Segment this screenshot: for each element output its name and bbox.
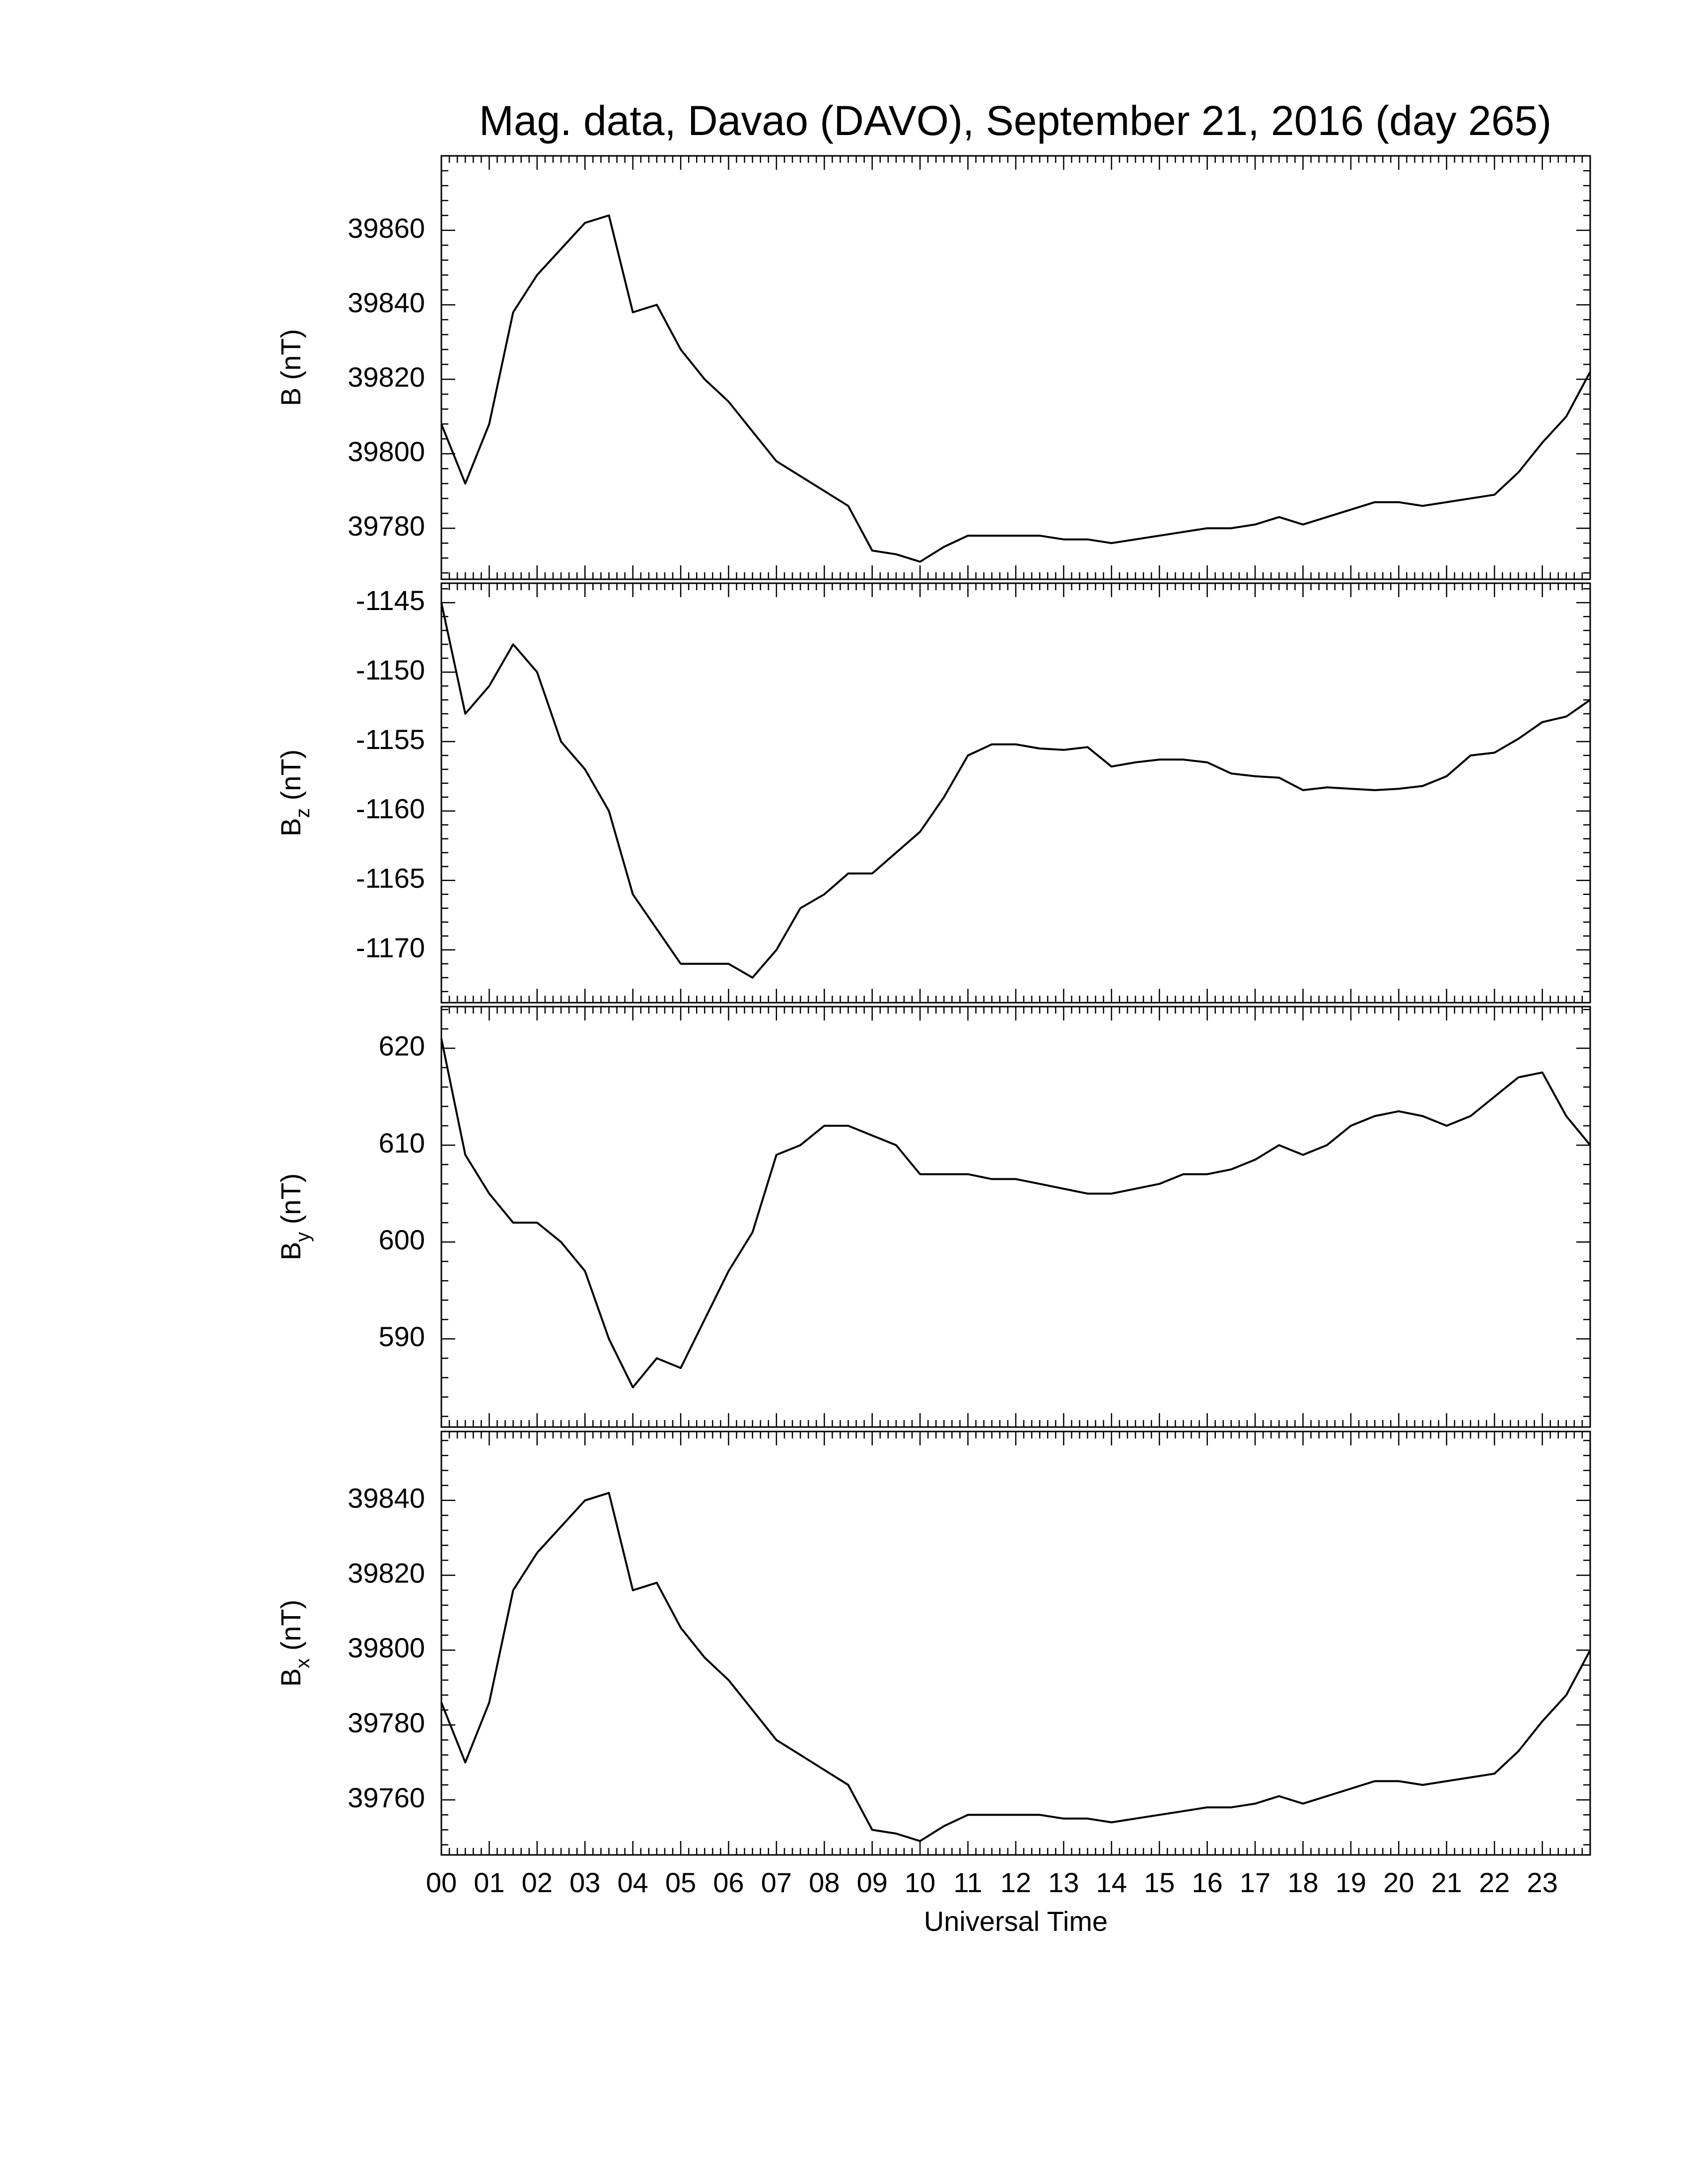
y-axis-label: By (nT) — [275, 1173, 314, 1261]
y-label-subscript: y — [292, 1232, 314, 1242]
x-tick-label: 21 — [1431, 1867, 1462, 1898]
x-tick-label: 13 — [1048, 1867, 1079, 1898]
chart-title: Mag. data, Davao (DAVO), September 21, 2… — [479, 97, 1551, 144]
x-tick-label: 09 — [857, 1867, 888, 1898]
y-tick-label: 610 — [379, 1127, 425, 1159]
x-tick-label: 17 — [1240, 1867, 1270, 1898]
y-tick-label: 39820 — [348, 361, 425, 393]
x-tick-label: 22 — [1479, 1867, 1510, 1898]
x-tick-label: 01 — [474, 1867, 504, 1898]
y-tick-label: 590 — [379, 1321, 425, 1352]
y-tick-label: 39840 — [348, 1483, 425, 1514]
data-line — [440, 214, 1591, 563]
y-tick-label: 39820 — [348, 1557, 425, 1588]
y-tick-label: 39860 — [348, 212, 425, 244]
x-tick-label: 15 — [1144, 1867, 1175, 1898]
data-line — [440, 602, 1591, 979]
y-tick-label: -1165 — [356, 863, 425, 894]
y-label-symbol: B — [275, 1242, 306, 1260]
y-label-symbol: B — [275, 388, 306, 406]
x-tick-label: 20 — [1383, 1867, 1414, 1898]
y-label-unit: (nT) — [275, 1600, 306, 1651]
y-label-subscript: z — [292, 808, 314, 818]
x-tick-label: 11 — [954, 1867, 983, 1898]
x-tick-label: 07 — [761, 1867, 792, 1898]
y-tick-label: -1155 — [356, 724, 425, 755]
y-tick-label: 620 — [379, 1030, 425, 1062]
y-label-space — [275, 1650, 306, 1658]
y-tick-label: 39760 — [348, 1782, 425, 1813]
y-label-space — [275, 800, 306, 808]
y-tick-label: 600 — [379, 1224, 425, 1255]
x-tick-label: 16 — [1192, 1867, 1223, 1898]
data-line — [440, 1038, 1591, 1388]
y-label-symbol: B — [275, 1668, 306, 1687]
x-tick-label: 12 — [1000, 1867, 1031, 1898]
y-tick-label: -1170 — [356, 932, 425, 963]
y-axis-label: Bx (nT) — [275, 1600, 314, 1687]
y-tick-label: 39780 — [348, 510, 425, 542]
y-label-space — [275, 1224, 306, 1232]
x-tick-label: 06 — [713, 1867, 744, 1898]
x-tick-label: 19 — [1336, 1867, 1366, 1898]
x-tick-label: 08 — [809, 1867, 840, 1898]
x-axis-label: Universal Time — [924, 1906, 1108, 1937]
data-line — [440, 1492, 1591, 1843]
y-label-unit: (nT) — [275, 1173, 306, 1225]
x-tick-label: 14 — [1096, 1867, 1127, 1898]
y-tick-label: 39800 — [348, 1632, 425, 1663]
y-label-space — [275, 380, 306, 388]
x-tick-label: 23 — [1527, 1867, 1557, 1898]
y-tick-label: -1150 — [356, 654, 425, 685]
y-tick-label: 39840 — [348, 287, 425, 318]
y-label-unit: (nT) — [275, 750, 306, 801]
y-label-subscript: x — [292, 1658, 314, 1668]
y-tick-label: 39800 — [348, 436, 425, 467]
y-label-unit: (nT) — [275, 329, 306, 380]
x-tick-label: 02 — [522, 1867, 553, 1898]
y-axis-label: Bz (nT) — [275, 750, 314, 837]
x-tick-label: 00 — [426, 1867, 457, 1898]
y-tick-label: 39780 — [348, 1707, 425, 1738]
y-tick-label: -1145 — [356, 585, 425, 616]
x-tick-label: 05 — [665, 1867, 696, 1898]
y-tick-label: -1160 — [356, 793, 425, 824]
x-tick-label: 04 — [618, 1867, 648, 1898]
x-tick-label: 10 — [905, 1867, 935, 1898]
x-tick-label: 18 — [1287, 1867, 1318, 1898]
x-tick-label: 03 — [569, 1867, 600, 1898]
y-axis-label: B (nT) — [275, 329, 306, 407]
y-label-symbol: B — [275, 818, 306, 836]
